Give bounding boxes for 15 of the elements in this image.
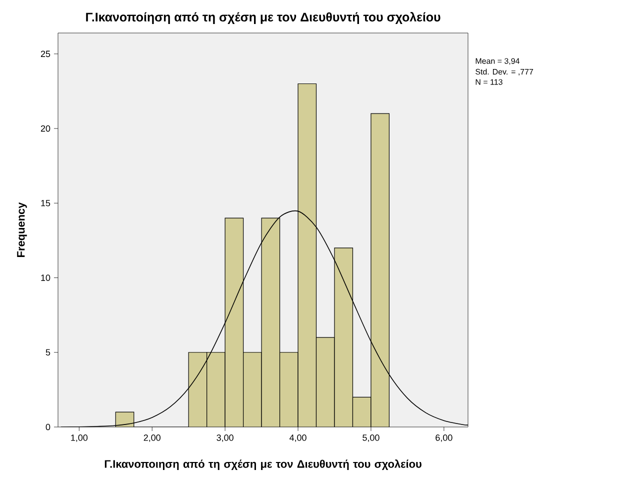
x-tick-label: 2,00	[144, 434, 160, 442]
chart-title: Γ.Ικανοποίηση από τη σχέση με τον Διευθυντή του σχολείου	[86, 12, 440, 24]
y-tick-label: 25	[40, 50, 50, 58]
x-tick-label: 6,00	[436, 434, 452, 442]
y-tick-label: 10	[41, 274, 50, 281]
y-tick-label: 5	[46, 349, 50, 356]
x-tick-label: 5,00	[362, 434, 380, 442]
x-axis-title: Γ.Ικανοποιηση από τη σχέση με τον Διευθυντή του σχολείου	[104, 460, 422, 470]
x-tick-label: 4,00	[290, 434, 306, 442]
y-tick-label: 15	[41, 200, 50, 206]
x-tick-label: 1,00	[71, 434, 88, 442]
y-tick-label: 20	[40, 125, 50, 132]
y-axis-title: Frequency	[17, 202, 27, 257]
x-tick-label: 3,00	[216, 434, 234, 442]
y-tick-label: 0	[46, 424, 50, 430]
